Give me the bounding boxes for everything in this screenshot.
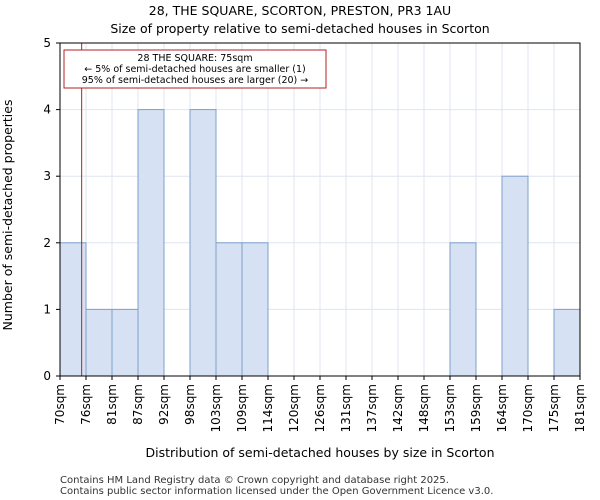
x-tick-label: 81sqm [105, 384, 119, 425]
bar [449, 242, 477, 377]
bar [215, 242, 243, 377]
plot-frame [59, 42, 581, 377]
x-tick-label: 109sqm [235, 384, 249, 432]
y-tick-label: 0 [43, 369, 51, 383]
y-axis-label: Number of semi-detached properties [0, 100, 15, 331]
annotation-title: 28 THE SQUARE: 75sqm [137, 53, 252, 64]
y-tick-label: 1 [43, 302, 51, 316]
y-tick-label: 4 [43, 103, 51, 117]
x-tick-label: 181sqm [573, 384, 587, 432]
y-tick-label: 3 [43, 169, 51, 183]
x-axis-label: Distribution of semi-detached houses by … [146, 445, 495, 460]
chart-subtitle: Size of property relative to semi-detach… [110, 21, 489, 36]
x-tick-label: 126sqm [313, 384, 327, 432]
bar [111, 308, 139, 377]
bars-layer [59, 109, 581, 377]
footer-line-1: Contains HM Land Registry data © Crown c… [60, 475, 449, 486]
chart-title: 28, THE SQUARE, SCORTON, PRESTON, PR3 1A… [149, 3, 451, 18]
x-tick-label: 175sqm [547, 384, 561, 432]
x-tick-label: 142sqm [391, 384, 405, 432]
x-tick-layer: 70sqm 76sqm 81sqm 87sqm 92sqm 98sqm 103sqm 109s… [53, 376, 587, 432]
annotation-box: 28 THE SQUARE: 75sqm ← 5% of semi-detach… [63, 49, 327, 89]
y-tick-label: 5 [43, 36, 51, 50]
annotation-smaller: ← 5% of semi-detached houses are smaller… [84, 64, 305, 75]
x-tick-label: 148sqm [417, 384, 431, 432]
footer-line-2: Contains public sector information licen… [60, 486, 493, 497]
x-tick-label: 103sqm [209, 384, 223, 432]
x-tick-label: 170sqm [521, 384, 535, 432]
bar [241, 242, 269, 377]
bar [553, 308, 581, 377]
x-tick-label: 76sqm [79, 384, 93, 425]
bar [501, 175, 529, 377]
bar [85, 308, 113, 377]
x-tick-label: 120sqm [287, 384, 301, 432]
x-tick-label: 153sqm [443, 384, 457, 432]
x-tick-label: 70sqm [53, 384, 67, 425]
x-tick-label: 159sqm [469, 384, 483, 432]
x-tick-label: 92sqm [157, 384, 171, 425]
x-tick-label: 137sqm [365, 384, 379, 432]
x-tick-label: 164sqm [495, 384, 509, 432]
bar [137, 109, 165, 377]
annotation-larger: 95% of semi-detached houses are larger (… [82, 75, 309, 86]
x-tick-label: 131sqm [339, 384, 353, 432]
x-tick-label: 87sqm [131, 384, 145, 425]
x-tick-label: 98sqm [183, 384, 197, 425]
annotation-frame [63, 49, 327, 89]
y-tick-layer: 0 1 2 3 4 5 [43, 36, 60, 383]
y-tick-label: 2 [43, 236, 51, 250]
bar [189, 109, 217, 377]
x-tick-label: 114sqm [261, 384, 275, 432]
